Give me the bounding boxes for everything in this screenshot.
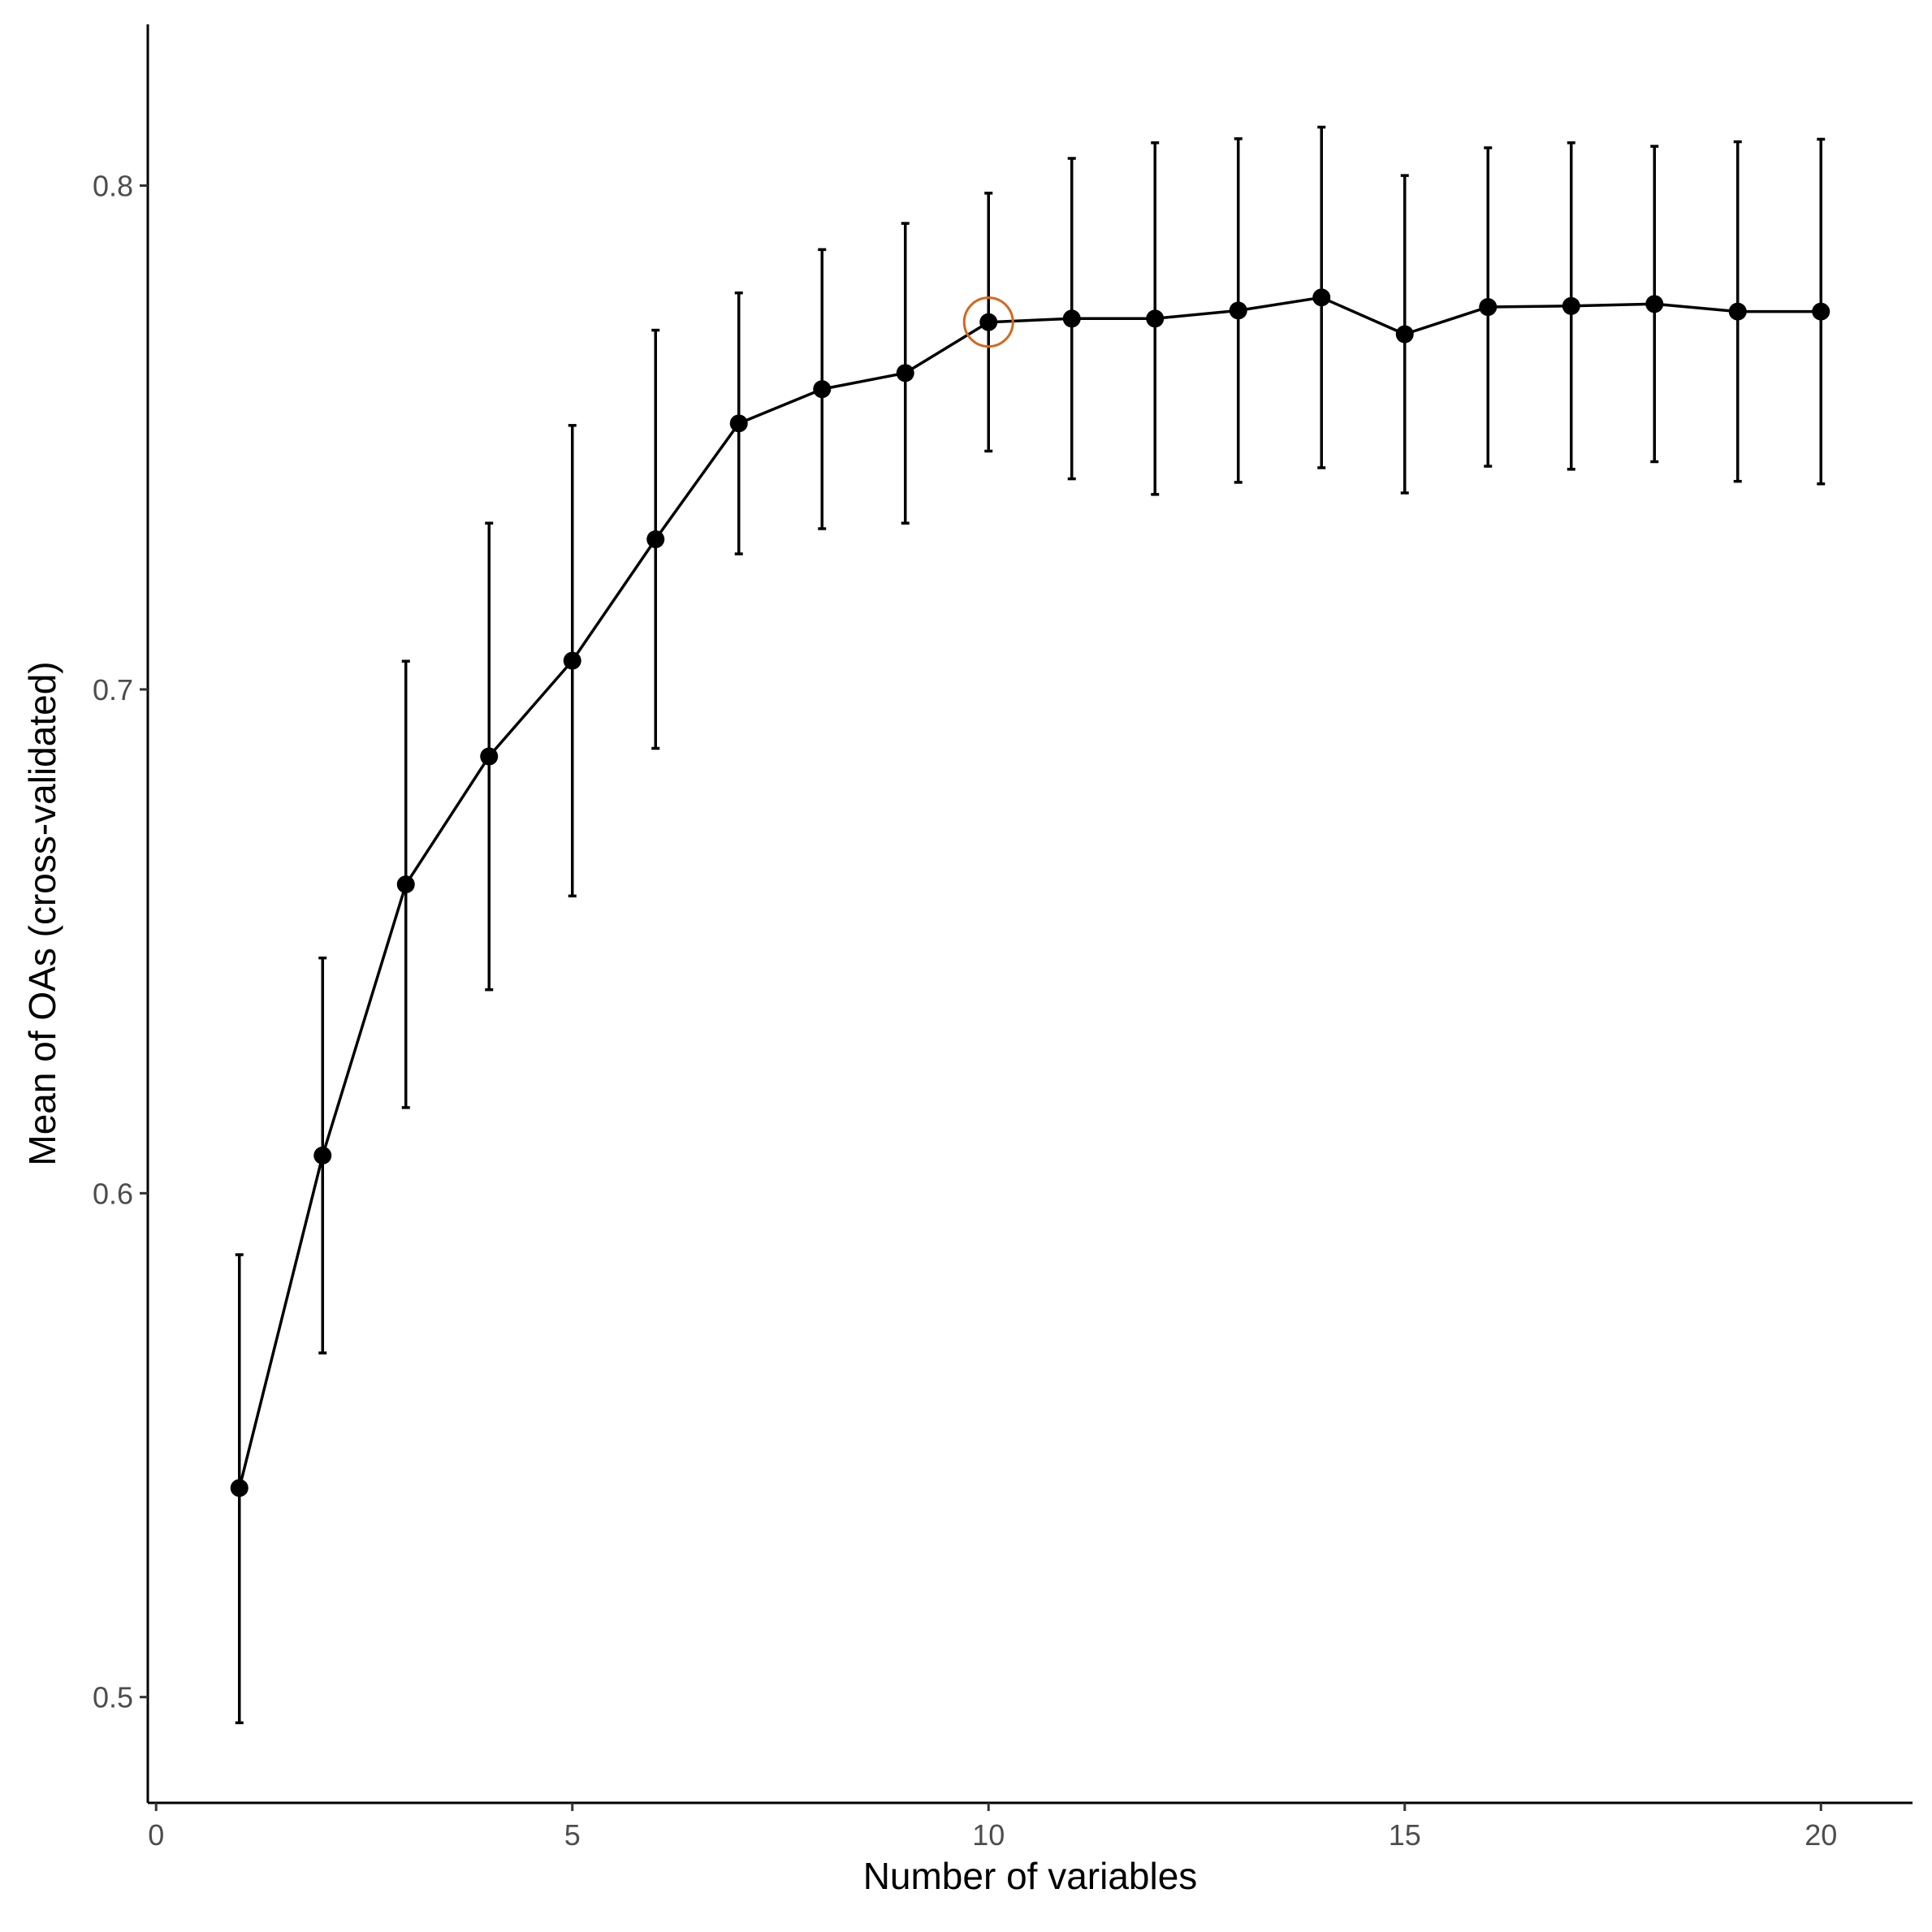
data-point: [1062, 309, 1081, 328]
x-tick-label: 0: [148, 1818, 164, 1852]
x-axis-title: Number of variables: [863, 1855, 1198, 1897]
data-point: [1812, 302, 1830, 321]
data-point: [1479, 298, 1498, 317]
data-point: [896, 364, 914, 383]
y-axis-ticks: 0.5 0.6 0.7 0.8: [93, 170, 148, 1714]
data-point: [480, 747, 499, 766]
data-point: [1562, 296, 1580, 315]
data-point: [563, 651, 581, 670]
data-point: [1312, 288, 1331, 307]
x-tick-label: 5: [564, 1818, 581, 1852]
data-point: [646, 530, 665, 549]
data-point: [729, 414, 748, 433]
data-point: [1229, 301, 1247, 320]
data-point: [1146, 309, 1165, 328]
data-points: [230, 288, 1830, 1498]
y-axis-title: Mean of OAs (cross-validated): [21, 661, 63, 1165]
highlight-marker: [962, 296, 1014, 348]
error-bars: [235, 125, 1826, 1725]
data-point: [1395, 325, 1414, 344]
y-tick-label: 0.8: [93, 170, 133, 203]
y-tick-label: 0.7: [93, 673, 133, 707]
x-axis-ticks: 0 5 10 15 20: [148, 1803, 1837, 1852]
optimum-highlight-circle: [962, 296, 1014, 348]
data-point: [1645, 295, 1664, 313]
data-point: [979, 313, 998, 331]
x-tick-label: 10: [972, 1818, 1005, 1852]
data-point: [813, 380, 832, 399]
data-point: [230, 1479, 249, 1498]
x-tick-label: 20: [1804, 1818, 1837, 1852]
series-line: [238, 296, 1822, 1489]
data-point: [1728, 302, 1747, 321]
y-tick-label: 0.6: [93, 1177, 133, 1210]
data-point: [396, 875, 415, 894]
data-point: [313, 1146, 332, 1165]
y-tick-label: 0.5: [93, 1681, 133, 1714]
x-tick-label: 15: [1389, 1818, 1421, 1852]
